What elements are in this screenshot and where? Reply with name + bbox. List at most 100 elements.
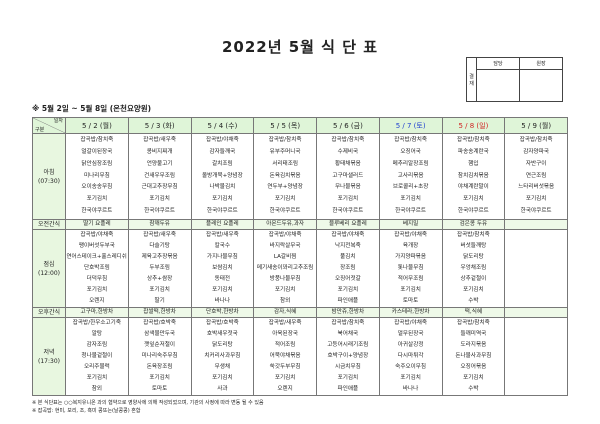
menu-item-row: 닭도리탕: [192, 340, 253, 351]
menu-item-row: 포기김치: [129, 373, 190, 384]
menu-item: 오리주물럭: [84, 364, 110, 370]
menu-item: 근대고추장무침: [141, 184, 178, 191]
menu-item-row: 포기김치: [317, 373, 378, 384]
menu-cell: 잡곡밥/새우죽 칼국수 가지나물무침 보쌈김치 동태전 포기김치 바나나: [190, 229, 255, 308]
menu-item-row: 두부조림: [129, 263, 190, 274]
menu-item-row: 한국야쿠르트: [317, 206, 378, 218]
menu-item-row: 포기김치: [129, 285, 190, 296]
menu-item-row: 동태전: [192, 274, 253, 285]
menu-item: 베지밀: [402, 221, 419, 227]
menu-item-row: 우엉채조림: [443, 263, 504, 274]
menu-item: 적어조림: [274, 342, 296, 348]
menu-item-row: 아몬드두유,과자: [255, 221, 316, 229]
menu-item-row: 파인애플: [317, 296, 378, 307]
menu-item: 청나물겉절이: [81, 353, 113, 359]
menu-item: 언양불고기: [146, 160, 173, 167]
menu-cell: 잡곡밥/야채죽 얼무된장국 아귀살강정 다시마튀각 숙주오이무침 포기김치 바나나: [378, 317, 443, 396]
menu-item-row: 황태채볶음: [317, 159, 378, 171]
menu-item-row: 잡곡밥/야채죽: [192, 135, 253, 147]
menu-item: 무생채: [214, 364, 231, 370]
menu-item: 육개장: [402, 243, 419, 249]
menu-item-row: 한국야쿠르트: [66, 206, 127, 218]
menu-item-row: 장조림: [317, 263, 378, 274]
menu-item-row: 한국야쿠르트: [255, 206, 316, 218]
menu-item: 팽이버섯두부국: [78, 243, 115, 249]
menu-item: 잡곡밥/야채죽: [394, 232, 427, 238]
menu-item: 황태채볶음: [335, 160, 361, 167]
menu-item: 방풍나물무침: [269, 276, 301, 282]
menu-item-row: 더덕무침: [66, 274, 127, 285]
menu-item-row: 제육고추장볶음: [129, 252, 190, 263]
menu-cell: 잡곡밥/참치죽 수제비국 황태채볶음 고구마샐러드 무나물볶음 포기김치 한국야쿠르트: [316, 133, 380, 220]
menu-item: 어묵야채볶음: [269, 353, 301, 359]
meal-time: (07:30): [38, 177, 60, 185]
approval-sign-staff[interactable]: [476, 69, 520, 102]
menu-item: 쑥갓두부무침: [269, 364, 301, 370]
menu-item-row: 근대고추장무침: [129, 182, 190, 194]
menu-item: 포기김치: [274, 287, 296, 293]
menu-item: 플레인 요플레: [206, 221, 239, 227]
menu-item: 갈치조림: [212, 160, 233, 167]
menu-item: 블루베리 요플레: [328, 221, 367, 227]
menu-item-row: 오리주물럭: [66, 362, 127, 373]
menu-item-row: 오렌지: [66, 296, 127, 307]
menu-item: 밤만쥬,한방차: [331, 309, 365, 315]
menu-item-row: 포기김치: [255, 194, 316, 206]
menu-item-row: 바나나: [380, 384, 441, 395]
menu-item: 포기김치: [274, 375, 296, 381]
menu-item-row: 포기김치: [317, 285, 378, 296]
menu-item-row: 육개장: [380, 241, 441, 252]
content: 일자 구분 5 / 2 (월) 5 / 3 (화) 5 / 4 (수) 5 / 5 (목)…: [32, 117, 568, 415]
menu-item: 삼색물만두국: [144, 331, 176, 337]
menu-item: 잡곡밥/호박죽: [205, 320, 239, 326]
row-dinner: 저녁 (17:30) 잡곡밥/한우소고기죽 알탕 감자조림 청나물겉절이 오리주물럭 포기김치…: [32, 317, 568, 396]
menu-item: 더덕무침: [86, 276, 108, 282]
menu-item: 잡곡밥/새우죽: [268, 320, 302, 326]
meal-table: 일자 구분 5 / 2 (월) 5 / 3 (화) 5 / 4 (수) 5 / 5 (목)…: [32, 117, 568, 396]
menu-item-row: 브로콜리+초장: [380, 182, 441, 194]
menu-item-row: 고구마샐러드: [317, 171, 378, 183]
row-breakfast: 아침 (07:30) 잡곡밥/참치죽 얼갈이된장국 닭안심장조림 미나리무침 오이송송무침 포…: [32, 133, 568, 220]
menu-item-row: 포기김치: [380, 373, 441, 384]
menu-item: 고등어시래기조림: [327, 342, 369, 348]
menu-item: 잡곡밥/새우죽: [143, 232, 176, 238]
menu-item-row: 잡곡밥/새우죽: [192, 231, 253, 242]
menu-item-row: 베지밀: [380, 221, 441, 229]
menu-item-row: 딸기 요플레: [66, 221, 127, 229]
menu-item-row: 오징어볶음: [443, 362, 504, 373]
row-am-snack: 오전간식 딸기 요플레 참깨두유 플레인 요플레 아몬드두유,과자 블루베리 요플레 베지밀…: [32, 219, 568, 230]
menu-item: 잡곡밥/참치죽: [519, 137, 553, 144]
menu-item-row: 잡곡밥/한우소고기죽: [66, 319, 127, 330]
menu-item: 수제비국: [337, 149, 359, 155]
approval-col-staff: 담당: [476, 57, 520, 70]
menu-item-row: 잡곡밥/새우죽: [129, 231, 190, 242]
menu-item: 잡곡밥/야채죽: [394, 320, 427, 326]
menu-item-row: 포기김치: [66, 194, 127, 206]
menu-item-row: 한국야쿠르트: [380, 206, 441, 218]
menu-item-row: 포기김치: [443, 194, 504, 206]
menu-item: 포기김치: [400, 287, 421, 293]
menu-item-row: 북어채국: [317, 329, 378, 340]
menu-item: 야채계란말이: [457, 184, 489, 191]
menu-item: 숙주오이무침: [395, 364, 427, 370]
meal-name: 저녁: [43, 348, 55, 356]
menu-item-row: 딸기: [129, 296, 190, 307]
meal-time: (17:30): [38, 357, 60, 365]
menu-item: 잡곡밥/참치죽: [456, 137, 490, 144]
menu-cell: 잡곡밥/새우죽 아욱된장국 적어조림 어묵야채볶음 쑥갓두부무침 포기김치 오렌지: [253, 317, 317, 396]
menu-item: 포기김치: [212, 287, 233, 293]
menu-item: 토마토: [151, 386, 168, 392]
menu-item-row: 톳나물무침: [380, 263, 441, 274]
day-header: 5 / 6 (금): [316, 117, 380, 134]
menu-item-row: 상추겉절이: [443, 274, 504, 285]
menu-item-row: 포기김치: [380, 285, 441, 296]
menu-item: 건새우무조림: [144, 172, 176, 179]
menu-item-row: 서리태조림: [255, 159, 316, 171]
approval-sign-director[interactable]: [519, 69, 563, 102]
menu-item-row: 참깨두유: [129, 221, 190, 229]
approval-label: 결재: [466, 57, 477, 102]
menu-item-row: 알탕: [66, 329, 127, 340]
menu-cell: 잡곡밥/참치죽 버섯들깨탕 닭도리탕 우엉채조림 상추겉절이 포기김치 수박: [441, 229, 506, 308]
menu-item-row: 포기김치: [129, 194, 190, 206]
menu-item: 잡곡밥/야채죽: [205, 137, 239, 144]
